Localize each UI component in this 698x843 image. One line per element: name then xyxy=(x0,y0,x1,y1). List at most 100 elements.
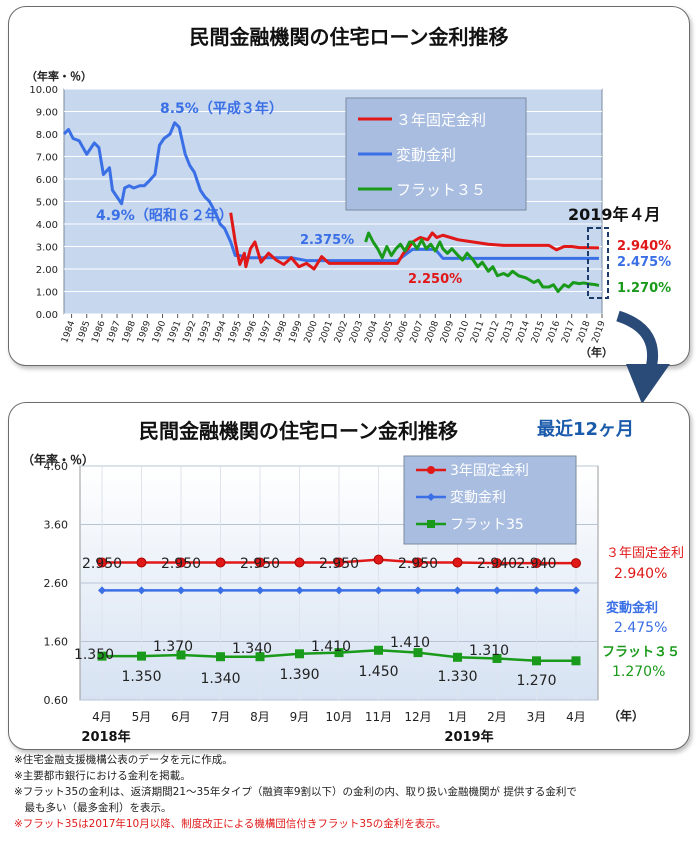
data-label: 2.950 xyxy=(240,556,280,572)
end-label-fixed: 2.940% xyxy=(617,239,671,254)
end-label-flat-name: フラット３５ xyxy=(602,645,680,660)
x-axis-label: （年） xyxy=(580,345,613,359)
legend-label: フラット３５ xyxy=(396,181,486,199)
data-point xyxy=(493,586,501,595)
legend-label: 3年固定金利 xyxy=(450,463,529,479)
annotation-low-1987: 4.9%（昭和６２年） xyxy=(96,207,233,224)
data-point xyxy=(255,557,265,568)
x-axis-label: （年） xyxy=(608,708,644,723)
end-label-fixed-name: ３年固定金利 xyxy=(606,545,684,561)
recent-rate-chart: 4.60 3.60 2.60 1.60 0.60 4月 5月 6月 7月 8月 9月 10月 11月 12… xyxy=(22,452,684,745)
data-point xyxy=(295,649,304,659)
data-point xyxy=(373,554,384,565)
data-label: 1.410 xyxy=(390,635,430,651)
end-label-flat-value: 1.270% xyxy=(612,664,665,680)
y-tick-label: 3.00 xyxy=(36,243,58,254)
series-line-３年固定金利 xyxy=(229,212,599,271)
y-tick-label: 3.60 xyxy=(44,519,69,532)
y-tick-label: 4.00 xyxy=(36,220,58,231)
y-tick-label: 8.00 xyxy=(36,130,58,141)
y-tick-label: 0.00 xyxy=(36,310,58,321)
x-tick-label: 8月 xyxy=(250,710,270,724)
highlight-box xyxy=(587,227,609,299)
year-label: 2019年 xyxy=(444,729,493,745)
data-point xyxy=(295,586,304,595)
end-label-variable-name: 変動金利 xyxy=(606,600,658,616)
footnote-highlight: ※フラット35は2017年10月以降、制度改正による機構団信付きフラット35の金… xyxy=(14,818,447,830)
x-tick-label: 7月 xyxy=(211,710,231,724)
data-label: 1.310 xyxy=(469,643,509,659)
data-point xyxy=(335,586,343,595)
data-point xyxy=(176,557,186,568)
footnotes: ※住宅金融支援機構公表のデータを元に作成。 ※主要都市銀行における金利を掲載。 … xyxy=(14,752,684,832)
data-point xyxy=(216,586,225,595)
end-label-flat: 1.270% xyxy=(617,281,671,296)
legend-label: ３年固定金利 xyxy=(396,111,486,129)
data-label: 1.410 xyxy=(311,639,351,655)
data-label: 1.450 xyxy=(358,664,398,680)
data-point xyxy=(492,558,502,569)
annotation-variable-2001: 2.375% xyxy=(300,233,354,248)
x-tick-label: 12月 xyxy=(404,710,431,724)
data-point xyxy=(413,648,423,658)
y-tick-label: 5.00 xyxy=(36,198,58,209)
data-point xyxy=(334,648,344,658)
data-point xyxy=(414,586,422,595)
data-point xyxy=(256,586,264,595)
x-tick-label: 6月 xyxy=(171,710,191,724)
data-label: 1.350 xyxy=(74,647,114,663)
x-tick-label: 3月 xyxy=(527,710,547,724)
data-label: 2.950 xyxy=(319,556,359,572)
data-label: 1.340 xyxy=(200,671,240,687)
year-label: 2018年 xyxy=(81,729,130,745)
y-tick-label: 2.00 xyxy=(36,265,58,276)
data-point xyxy=(453,586,462,595)
y-tick-label: 1.60 xyxy=(44,636,69,649)
data-label: 2.950 xyxy=(82,556,122,572)
data-point xyxy=(572,586,580,595)
data-point xyxy=(294,557,305,568)
data-label: 1.270 xyxy=(516,673,556,689)
legend-marker xyxy=(427,466,435,474)
y-tick-label: 10.00 xyxy=(29,85,58,96)
data-point xyxy=(215,557,226,568)
end-label-variable: 2.475% xyxy=(617,255,671,270)
data-point xyxy=(136,557,147,568)
data-point xyxy=(97,651,107,661)
end-label-fixed-value: 2.940% xyxy=(614,566,667,582)
data-label: 2.940 xyxy=(477,556,517,572)
x-tick-label: 1月 xyxy=(448,710,468,724)
data-point xyxy=(452,557,463,568)
legend-label: 変動金利 xyxy=(450,489,506,506)
data-point xyxy=(374,586,383,595)
data-point xyxy=(492,653,502,663)
x-tick-label: 2月 xyxy=(487,710,507,724)
chart-title-recent: 民間金融機関の住宅ローン金利推移 xyxy=(139,419,458,443)
data-point xyxy=(255,652,265,662)
x-tick-label: 4月 xyxy=(92,710,112,724)
y-tick-label: 6.00 xyxy=(36,175,58,186)
footnote: ※住宅金融支援機構公表のデータを元に作成。 xyxy=(14,754,233,766)
x-tick-label: 5月 xyxy=(132,710,152,724)
x-tick-label: 11月 xyxy=(365,710,392,724)
footnote: 最も多い（最多金利）を表示。 xyxy=(14,802,172,814)
x-tick-label: 10月 xyxy=(325,710,352,724)
y-axis-label: （年率・％） xyxy=(22,452,94,467)
end-period-label: 2019年４月 xyxy=(568,205,661,224)
data-label: 1.390 xyxy=(279,667,319,683)
data-label: 2.950 xyxy=(161,556,201,572)
series-line-フラット３５ xyxy=(364,231,600,293)
legend-marker xyxy=(427,520,435,528)
data-label: 1.330 xyxy=(437,669,477,685)
footnote: ※主要都市銀行における金利を掲載。 xyxy=(14,770,191,782)
data-point xyxy=(532,656,541,666)
data-label: 2.940 xyxy=(516,556,556,572)
y-axis-label: （年率・％） xyxy=(26,69,92,83)
data-point xyxy=(453,652,462,662)
chart-subtitle: 最近12ヶ月 xyxy=(537,419,635,440)
chart-title: 民間金融機関の住宅ローン金利推移 xyxy=(189,25,509,49)
end-label-variable-value: 2.475% xyxy=(614,620,667,636)
data-point xyxy=(137,651,146,661)
data-label: 1.370 xyxy=(153,639,193,655)
